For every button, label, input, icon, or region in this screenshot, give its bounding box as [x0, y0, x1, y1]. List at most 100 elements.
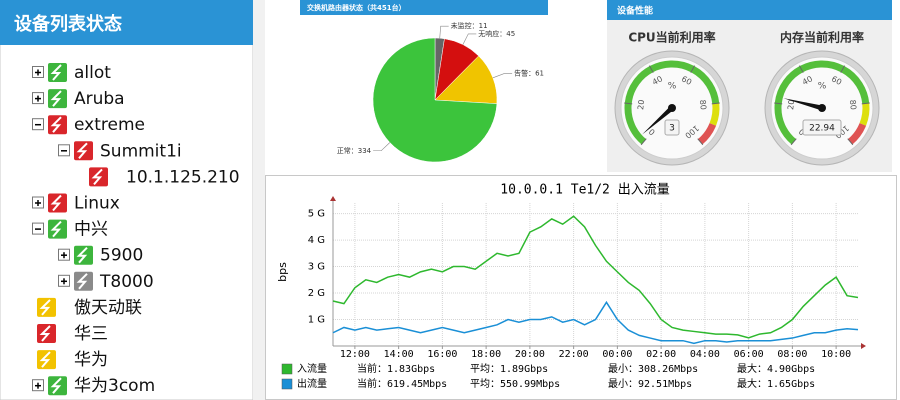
x-tick-label: 00:00 — [602, 349, 632, 360]
gauge-value-box — [802, 119, 842, 136]
y-tick-label: 1 G — [308, 315, 325, 326]
gauge-tick — [711, 102, 720, 105]
y-axis-label: bps — [276, 262, 289, 282]
pie-label: 无响应：45 — [478, 29, 515, 38]
gauge-value-box — [664, 119, 680, 136]
gauge-tick-label: 80 — [848, 99, 858, 110]
pie-leader — [492, 73, 513, 79]
gauge-tick — [847, 138, 854, 146]
pie-leader — [439, 25, 449, 39]
traffic-panel — [265, 175, 897, 400]
x-tick-label: 08:00 — [777, 349, 807, 360]
legend-swatch — [281, 363, 293, 375]
legend-name: 出流量 — [297, 377, 327, 390]
pie-leader — [373, 142, 391, 152]
legend-swatch — [281, 378, 293, 390]
legend-stat: 最小：92.51Mbps — [608, 378, 692, 390]
gauge-tick-label: 0 — [647, 127, 657, 137]
series-line — [332, 300, 859, 345]
status-icon-glyph — [50, 64, 62, 81]
gauge-needle — [642, 106, 674, 135]
x-tick-label: 04:00 — [690, 349, 720, 360]
gauge-tick-label: 0 — [797, 127, 807, 137]
x-tick-label: 10:00 — [821, 349, 851, 360]
y-tick-label: 5 G — [308, 209, 325, 220]
tree-label[interactable]: 华为3com — [74, 376, 155, 396]
y-tick-label: 4 G — [308, 235, 325, 246]
gauge-tick-label: 60 — [830, 74, 843, 87]
status-icon-glyph — [50, 377, 62, 394]
status-icon-glyph — [39, 351, 51, 368]
gauge-title: CPU当前利用率 — [628, 30, 715, 45]
gauge-tick — [840, 65, 845, 73]
gauge-tick-label: 20 — [636, 99, 646, 110]
gauge-tick — [640, 138, 647, 146]
tree-label[interactable]: allot — [74, 63, 111, 83]
gauge-unit: % — [818, 82, 827, 92]
performance-title: 设备性能 — [617, 5, 653, 17]
x-tick-label: 02:00 — [646, 349, 676, 360]
tree-label[interactable]: 华为 — [74, 350, 108, 370]
status-icon-glyph — [76, 142, 88, 159]
gauge-band — [859, 103, 870, 126]
gauge-value: 22.94 — [809, 124, 835, 134]
tree-label[interactable]: Linux — [74, 194, 120, 214]
legend-stat: 最大：4.90Gbps — [737, 362, 815, 375]
legend-stat: 平均：550.99Mbps — [470, 378, 560, 390]
sidebar-title: 设备列表状态 — [14, 13, 122, 35]
gauge-needle — [783, 98, 823, 111]
performance-header — [607, 0, 892, 20]
gauge-tick-label: 40 — [651, 74, 664, 87]
gauge-tick-label: 40 — [801, 74, 814, 87]
gauge-tick-label: 80 — [698, 99, 708, 110]
tree-label[interactable]: 中兴 — [74, 220, 108, 240]
legend-stat: 平均：1.89Gbps — [470, 363, 548, 375]
tree-label[interactable]: 10.1.125.210 — [126, 167, 240, 187]
gauge-tick — [790, 138, 797, 146]
gauge-tick — [774, 102, 783, 105]
x-tick-label: 18:00 — [471, 349, 501, 360]
pie-leader — [462, 33, 477, 45]
legend-stat: 最大：1.65Gbps — [737, 377, 815, 390]
axis-arrow — [861, 343, 866, 349]
pie-panel-header — [300, 0, 548, 15]
tree-label[interactable]: Aruba — [74, 89, 125, 109]
status-icon-glyph — [50, 90, 62, 107]
x-tick-label: 06:00 — [734, 349, 764, 360]
gauge-tick — [690, 65, 695, 73]
x-tick-label: 14:00 — [384, 349, 414, 360]
pie-title: 交换机路由器状态（共451台） — [307, 3, 406, 12]
traffic-title: 10.0.0.1 Te1/2 出入流量 — [500, 183, 669, 198]
x-tick-label: 20:00 — [515, 349, 545, 360]
pie-slice — [434, 55, 498, 104]
gauge-unit: % — [668, 82, 677, 92]
status-icon-glyph — [39, 299, 51, 316]
y-tick-label: 3 G — [308, 262, 325, 273]
pie-label: 未监控：11 — [451, 21, 488, 30]
sidebar-header — [0, 0, 253, 45]
tree-label[interactable]: Summit1i — [100, 141, 182, 161]
tree-label[interactable]: 5900 — [100, 246, 143, 266]
tree-label[interactable]: extreme — [74, 115, 145, 135]
axis-arrow — [330, 196, 336, 201]
status-icon-glyph — [50, 116, 62, 133]
tree-label[interactable]: 傲天动联 — [74, 298, 142, 318]
x-tick-label: 12:00 — [340, 349, 370, 360]
gauge-hub — [668, 104, 676, 112]
legend-stat: 当前：1.83Gbps — [357, 362, 435, 375]
gauge-tick — [861, 102, 870, 105]
tree-label[interactable]: T8000 — [99, 272, 154, 292]
gauge-title: 内存当前利用率 — [780, 30, 864, 45]
pie-label: 正常：334 — [337, 146, 372, 155]
status-icon-glyph — [76, 273, 88, 290]
status-icon-glyph — [50, 220, 62, 238]
gauge-band — [709, 103, 720, 126]
tree-label[interactable]: 华三 — [74, 324, 108, 344]
gauge-hub — [818, 104, 826, 112]
legend-name: 入流量 — [297, 362, 327, 375]
status-icon-glyph — [76, 246, 88, 264]
gauge-tick-label: 20 — [786, 99, 796, 110]
status-icon-glyph — [39, 325, 51, 342]
